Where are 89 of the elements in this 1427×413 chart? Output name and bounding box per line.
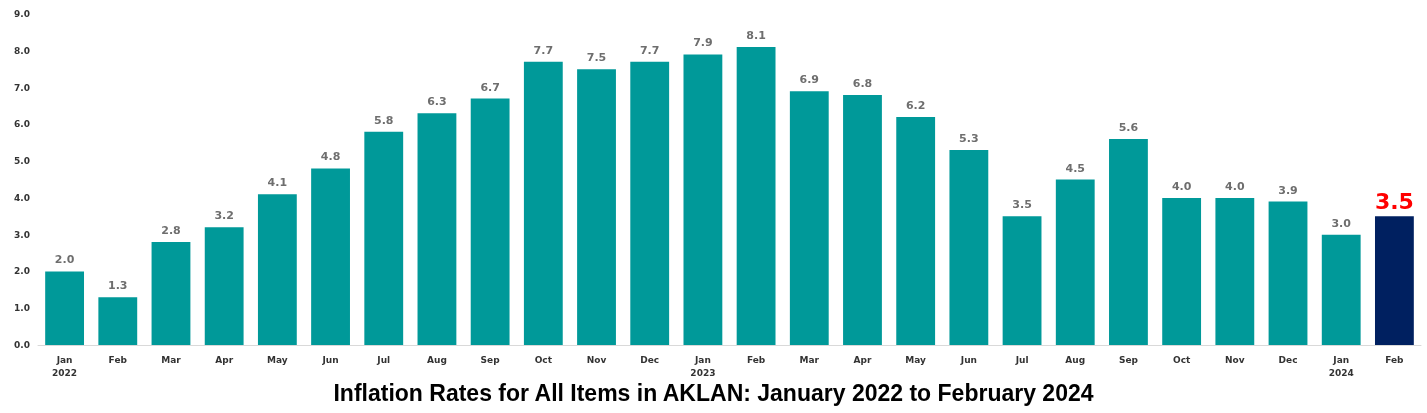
y-tick-label: 0.0 bbox=[14, 340, 30, 350]
y-tick-label: 4.0 bbox=[14, 192, 30, 203]
x-tick-label: Apr bbox=[215, 354, 234, 365]
bar bbox=[45, 271, 85, 345]
data-label: 7.9 bbox=[693, 36, 713, 50]
y-tick-label: 8.0 bbox=[14, 45, 30, 56]
bar bbox=[417, 113, 457, 345]
data-label: 6.2 bbox=[905, 98, 926, 112]
y-tick-label: 3.0 bbox=[14, 229, 30, 240]
data-label: 3.5 bbox=[1374, 188, 1414, 214]
x-tick-label: Sep bbox=[1118, 354, 1139, 365]
data-label: 6.9 bbox=[799, 73, 820, 87]
data-label: 4.0 bbox=[1171, 179, 1192, 193]
x-tick-label: May bbox=[905, 354, 927, 365]
y-tick-label: 5.0 bbox=[14, 156, 30, 167]
data-label: 6.7 bbox=[480, 80, 500, 94]
data-label: 2.0 bbox=[54, 253, 75, 267]
bar bbox=[151, 242, 191, 345]
data-label: 3.0 bbox=[1331, 216, 1352, 230]
x-tick-label: Oct bbox=[1172, 354, 1191, 365]
bar bbox=[1002, 216, 1042, 345]
bar bbox=[1321, 234, 1361, 345]
bar bbox=[311, 168, 350, 345]
bar bbox=[1374, 216, 1414, 345]
x-tick-label: Nov bbox=[586, 354, 607, 365]
x-tick-label: Jan 2023 bbox=[690, 354, 716, 378]
bar bbox=[843, 94, 882, 345]
y-tick-label: 7.0 bbox=[14, 82, 30, 93]
x-tick-label: Nov bbox=[1225, 354, 1245, 365]
bar bbox=[1055, 179, 1095, 345]
bar bbox=[1162, 197, 1202, 345]
y-tick-label: 6.0 bbox=[14, 119, 30, 130]
bar bbox=[1109, 139, 1148, 345]
x-tick-label: Mar bbox=[799, 354, 820, 365]
data-label: 4.1 bbox=[267, 176, 288, 190]
x-tick-label: Jul bbox=[376, 354, 391, 365]
data-label: 6.8 bbox=[852, 76, 873, 90]
bar bbox=[949, 150, 989, 345]
text: Inflation Rates for All Items in AKLAN: January 2022 to February 2024 bbox=[333, 379, 1094, 406]
y-tick-label: 2.0 bbox=[14, 266, 30, 277]
x-tick-label: Jul bbox=[1014, 354, 1029, 365]
x-tick-label: May bbox=[267, 354, 288, 365]
data-label: 3.5 bbox=[1012, 198, 1032, 212]
x-tick-label: Jan 2024 bbox=[1328, 354, 1354, 378]
data-label: 1.3 bbox=[108, 279, 128, 293]
x-tick-label: Feb bbox=[108, 354, 128, 365]
x-tick-label: Jun bbox=[959, 354, 977, 365]
x-tick-label: Oct bbox=[534, 354, 553, 365]
data-label: 5.6 bbox=[1118, 121, 1139, 135]
x-tick-label: Feb bbox=[1385, 354, 1405, 365]
bar bbox=[470, 98, 510, 345]
bar bbox=[364, 131, 404, 345]
data-label: 4.8 bbox=[320, 150, 341, 164]
x-tick-label: Feb bbox=[746, 354, 766, 365]
data-label: 4.5 bbox=[1065, 161, 1085, 175]
data-label: 5.8 bbox=[374, 113, 394, 127]
data-label: 8.1 bbox=[746, 29, 766, 43]
y-tick-label: 9.0 bbox=[14, 9, 30, 19]
data-label: 6.3 bbox=[427, 95, 447, 109]
bar bbox=[1268, 201, 1308, 345]
bar bbox=[736, 47, 776, 345]
bar bbox=[789, 91, 829, 345]
x-tick-label: Apr bbox=[853, 354, 872, 365]
bar bbox=[98, 297, 138, 345]
bar bbox=[683, 54, 723, 345]
data-label: 5.3 bbox=[959, 132, 979, 146]
x-tick-label: Jan 2022 bbox=[52, 354, 78, 378]
data-label: 7.7 bbox=[533, 43, 554, 57]
bar bbox=[1215, 197, 1255, 345]
x-tick-label: Dec bbox=[1278, 354, 1298, 365]
bar bbox=[577, 69, 616, 345]
x-tick-label: Aug bbox=[1065, 354, 1086, 365]
data-label: 3.2 bbox=[214, 209, 234, 223]
data-label: 7.7 bbox=[639, 43, 660, 57]
bar bbox=[630, 61, 670, 345]
x-tick-label: Aug bbox=[427, 354, 447, 365]
data-label: 4.0 bbox=[1225, 179, 1245, 193]
bar bbox=[204, 227, 244, 345]
x-tick-label: Sep bbox=[480, 354, 501, 365]
bar bbox=[257, 194, 297, 345]
data-label: 2.8 bbox=[161, 224, 181, 238]
bar bbox=[896, 116, 936, 345]
bar bbox=[523, 61, 563, 345]
data-label: 3.9 bbox=[1278, 183, 1298, 197]
x-tick-label: Dec bbox=[640, 354, 660, 365]
y-tick-label: 1.0 bbox=[14, 303, 30, 314]
x-tick-label: Mar bbox=[161, 354, 182, 365]
x-tick-label: Jun bbox=[321, 354, 339, 365]
data-label: 7.5 bbox=[586, 51, 607, 65]
